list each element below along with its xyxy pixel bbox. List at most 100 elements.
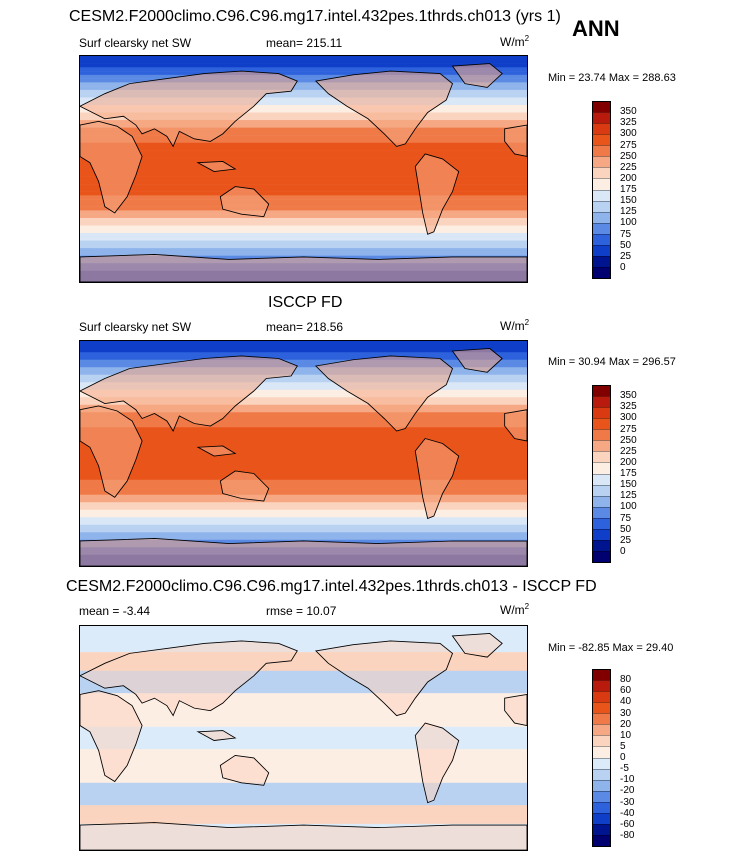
map-zonal-band	[80, 180, 527, 185]
colorbar-swatch	[593, 233, 610, 245]
colorbar-swatch	[593, 123, 610, 135]
colorbar-tick-label: 125	[620, 206, 637, 218]
map-zonal-band	[80, 797, 527, 802]
map-zonal-band	[80, 487, 527, 492]
coastline	[80, 70, 298, 148]
map-zonal-band	[80, 240, 527, 245]
map-zonal-band	[80, 715, 527, 720]
map-zonal-band	[80, 536, 527, 540]
map-zonal-band	[80, 674, 527, 679]
map-zonal-band	[80, 161, 527, 166]
colorbar-swatch	[593, 178, 610, 190]
colorbar-swatch	[593, 713, 610, 725]
map-zonal-band	[80, 348, 527, 353]
colorbar-tick-label: 80	[620, 674, 632, 686]
map-zonal-band	[80, 794, 527, 798]
map-zonal-band	[80, 685, 527, 690]
map-zonal-band	[80, 74, 527, 79]
map-zonal-band	[80, 195, 527, 200]
map-zonal-band	[80, 397, 527, 402]
colorbar-tick-label: 225	[620, 445, 637, 457]
colorbar-tick-label: 125	[620, 490, 637, 502]
map-zonal-band	[80, 427, 527, 432]
map-zonal-band	[80, 363, 527, 368]
colorbar-tick-label: 100	[620, 217, 637, 229]
map-zonal-band	[80, 479, 527, 484]
map-zonal-band	[80, 453, 527, 458]
map-zonal-band	[80, 723, 527, 728]
colorbar-tick-label: 200	[620, 456, 637, 468]
map-zonal-band	[80, 225, 527, 230]
map-zonal-band	[80, 782, 527, 787]
panel-2-variable: Surf clearsky net SW	[79, 320, 192, 334]
map-zonal-band	[80, 726, 527, 731]
panel-3-units: W/m2	[500, 602, 530, 617]
map-zonal-band	[80, 389, 527, 394]
map-zonal-band	[80, 442, 527, 447]
map-zonal-band	[80, 374, 527, 379]
map-zonal-band	[80, 176, 527, 181]
colorbar-tick-label: 0	[620, 752, 626, 763]
colorbar-tick-label: 175	[620, 184, 637, 195]
colorbar-swatch	[593, 550, 610, 562]
map-zonal-band	[80, 172, 527, 177]
colorbar-swatch	[593, 440, 610, 452]
colorbar-tick-label: 75	[620, 228, 632, 240]
map-zonal-band	[80, 532, 527, 537]
coastline	[414, 722, 460, 804]
coastline	[504, 694, 527, 726]
colorbar-tick-label: 20	[620, 718, 632, 730]
map-zonal-band	[80, 86, 527, 91]
colorbar-swatch	[593, 112, 610, 124]
coastline	[451, 63, 503, 88]
map-zonal-band	[80, 393, 527, 398]
colorbar-swatch	[593, 823, 610, 835]
map-zonal-band	[80, 104, 527, 109]
map-zonal-band	[80, 423, 527, 428]
map-zonal-band	[80, 771, 527, 776]
colorbar-swatch	[593, 724, 610, 736]
colorbar-swatch	[593, 134, 610, 146]
colorbar-swatch	[593, 189, 610, 201]
colorbar-tick-label: 325	[620, 117, 637, 129]
coastline	[80, 690, 143, 783]
colorbar-swatch	[593, 779, 610, 791]
colorbar-swatch	[593, 386, 610, 397]
panel-1-variable: Surf clearsky net SW	[79, 36, 192, 50]
colorbar-tick-label: -40	[620, 807, 635, 819]
map-zonal-band	[80, 382, 527, 387]
colorbar-swatch	[593, 244, 610, 256]
coastline	[80, 538, 527, 566]
colorbar-swatch	[593, 167, 610, 179]
map-zonal-band	[80, 667, 527, 672]
coastline	[80, 120, 143, 214]
coastline	[414, 437, 460, 520]
map-zonal-band	[80, 359, 527, 364]
map-zonal-band	[80, 502, 527, 507]
colorbar-tick-label: -30	[620, 796, 635, 808]
map-zonal-band	[80, 738, 527, 742]
colorbar-tick-label: 225	[620, 161, 637, 173]
map-zonal-band	[80, 693, 527, 698]
map-zonal-band	[80, 524, 527, 529]
map-zonal-band	[80, 97, 527, 102]
colorbar-swatch	[593, 834, 610, 846]
map-zonal-band	[80, 820, 527, 825]
colorbar-tick-label: 40	[620, 696, 632, 708]
map-zonal-band	[80, 251, 527, 256]
panel-3-title: CESM2.F2000climo.C96.C96.mg17.intel.432p…	[66, 578, 597, 595]
map-zonal-band	[80, 506, 527, 510]
map-zonal-band	[80, 446, 527, 450]
map-zonal-band	[80, 206, 527, 211]
colorbar-tick-label: 25	[620, 250, 632, 262]
map-zonal-band	[80, 711, 527, 716]
coastline	[219, 186, 270, 218]
colorbar-swatch	[593, 768, 610, 780]
map-zonal-band	[80, 56, 527, 61]
colorbar-tick-label: 30	[620, 707, 632, 719]
map-zonal-band	[80, 401, 527, 405]
colorbar-swatch	[593, 451, 610, 463]
colorbar-swatch	[593, 790, 610, 802]
map-zonal-band	[80, 659, 527, 664]
map-zonal-band	[80, 229, 527, 234]
